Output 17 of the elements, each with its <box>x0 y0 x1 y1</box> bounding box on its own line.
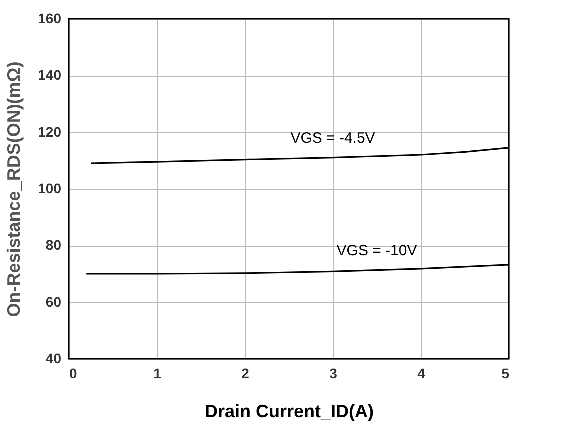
x-tick-label: 0 <box>70 366 78 382</box>
y-tick-label: 120 <box>38 124 62 140</box>
x-axis-title: Drain Current_ID(A) <box>204 402 374 422</box>
y-tick-label: 140 <box>38 67 62 84</box>
x-tick-label: 3 <box>330 366 338 382</box>
y-tick-label: 60 <box>46 294 62 310</box>
annotation: VGS = -4.5V <box>290 130 376 147</box>
y-tick-label: 40 <box>46 350 62 366</box>
y-axis-title: On-Resistance_RDS(ON)(mΩ) <box>4 62 24 318</box>
annotation: VGS = -10V <box>336 242 418 260</box>
y-tick-label: 100 <box>38 180 62 196</box>
x-tick-label: 2 <box>242 366 250 382</box>
x-tick-label: 1 <box>154 366 162 382</box>
x-tick-label: 4 <box>418 366 426 382</box>
y-tick-label: 80 <box>46 237 62 254</box>
x-tick-label: 5 <box>502 366 510 382</box>
y-tick-label: 160 <box>38 10 62 26</box>
